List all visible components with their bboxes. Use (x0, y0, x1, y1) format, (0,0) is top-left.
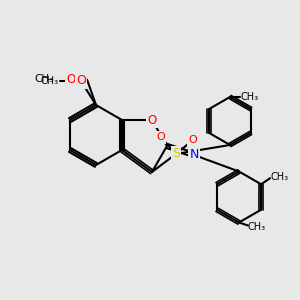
Text: CH₃: CH₃ (248, 222, 266, 232)
Text: CH₃: CH₃ (40, 76, 58, 86)
Text: S: S (172, 148, 180, 160)
Text: O: O (188, 136, 197, 146)
Text: O: O (66, 73, 75, 86)
Text: CH₃: CH₃ (241, 92, 259, 102)
Text: O: O (147, 113, 157, 127)
Text: O: O (157, 133, 165, 142)
Text: N: N (189, 148, 199, 161)
Text: O: O (76, 74, 86, 88)
Text: CH₃: CH₃ (35, 74, 54, 85)
Text: CH₃: CH₃ (270, 172, 288, 182)
